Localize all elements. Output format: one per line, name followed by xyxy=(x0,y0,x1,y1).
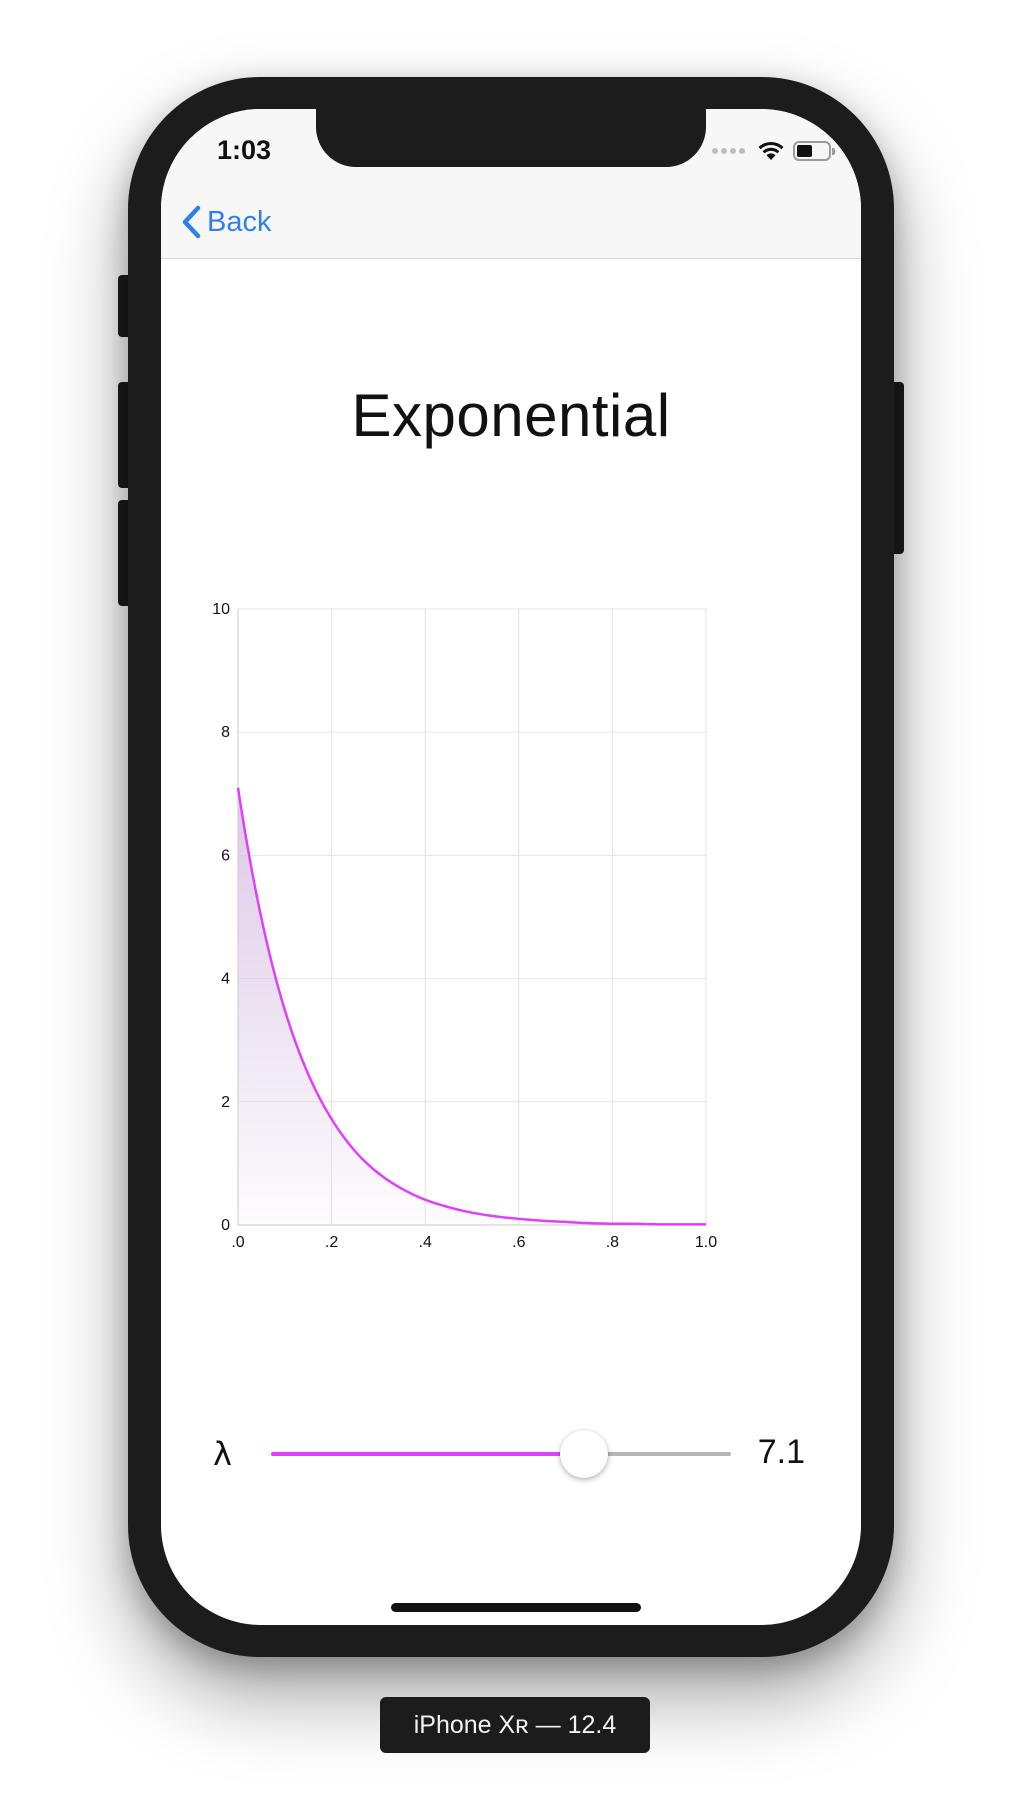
y-tick-label: 0 xyxy=(221,1217,230,1234)
status-time: 1:03 xyxy=(217,135,272,165)
battery-icon xyxy=(793,141,835,161)
series-area xyxy=(238,787,706,1225)
slider-thumb[interactable] xyxy=(559,1430,608,1478)
y-tick-label: 2 xyxy=(221,1094,230,1111)
x-tick-label: .8 xyxy=(606,1234,619,1251)
slider-value: 7.1 xyxy=(757,1433,805,1471)
notch xyxy=(316,109,706,167)
exponential-chart: .0 .2 .4 .6 .8 1.0 0 2 4 6 8 10 xyxy=(212,601,717,1251)
back-button-label: Back xyxy=(207,205,272,238)
y-tick-label: 4 xyxy=(221,971,230,988)
lambda-slider[interactable] xyxy=(271,1429,731,1479)
back-button[interactable]: Back xyxy=(181,205,271,239)
page-title: Exponential xyxy=(351,382,671,449)
y-tick-label: 6 xyxy=(221,847,230,864)
home-indicator xyxy=(391,1603,641,1612)
series-line xyxy=(236,787,706,1226)
simulator-device-label: iPhone Xʀ — 12.4 xyxy=(380,1697,650,1753)
slider-fill xyxy=(271,1452,584,1456)
navigation-bar: 1:03 Back xyxy=(161,109,861,259)
battery-cap xyxy=(832,148,835,155)
chevron-left-icon xyxy=(182,205,201,239)
x-tick-label: .4 xyxy=(419,1234,432,1251)
x-tick-label: .6 xyxy=(512,1234,525,1251)
y-tick-label: 10 xyxy=(212,601,230,618)
status-icons xyxy=(712,139,835,163)
x-tick-label: 1.0 xyxy=(695,1234,717,1251)
y-tick-label: 8 xyxy=(221,724,230,741)
wifi-icon xyxy=(758,141,784,160)
battery-level xyxy=(797,145,812,157)
slider-label: λ xyxy=(213,1435,232,1473)
cellular-signal-icon xyxy=(712,148,745,154)
device-screen: 1:03 Back Exponential .0 .2 .4 .6 .8 1.0 0 2 4 6 8… xyxy=(161,109,861,1625)
x-tick-label: .2 xyxy=(325,1234,338,1251)
x-tick-label: .0 xyxy=(231,1234,244,1251)
